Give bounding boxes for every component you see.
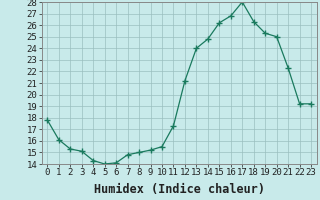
X-axis label: Humidex (Indice chaleur): Humidex (Indice chaleur) bbox=[94, 183, 265, 196]
